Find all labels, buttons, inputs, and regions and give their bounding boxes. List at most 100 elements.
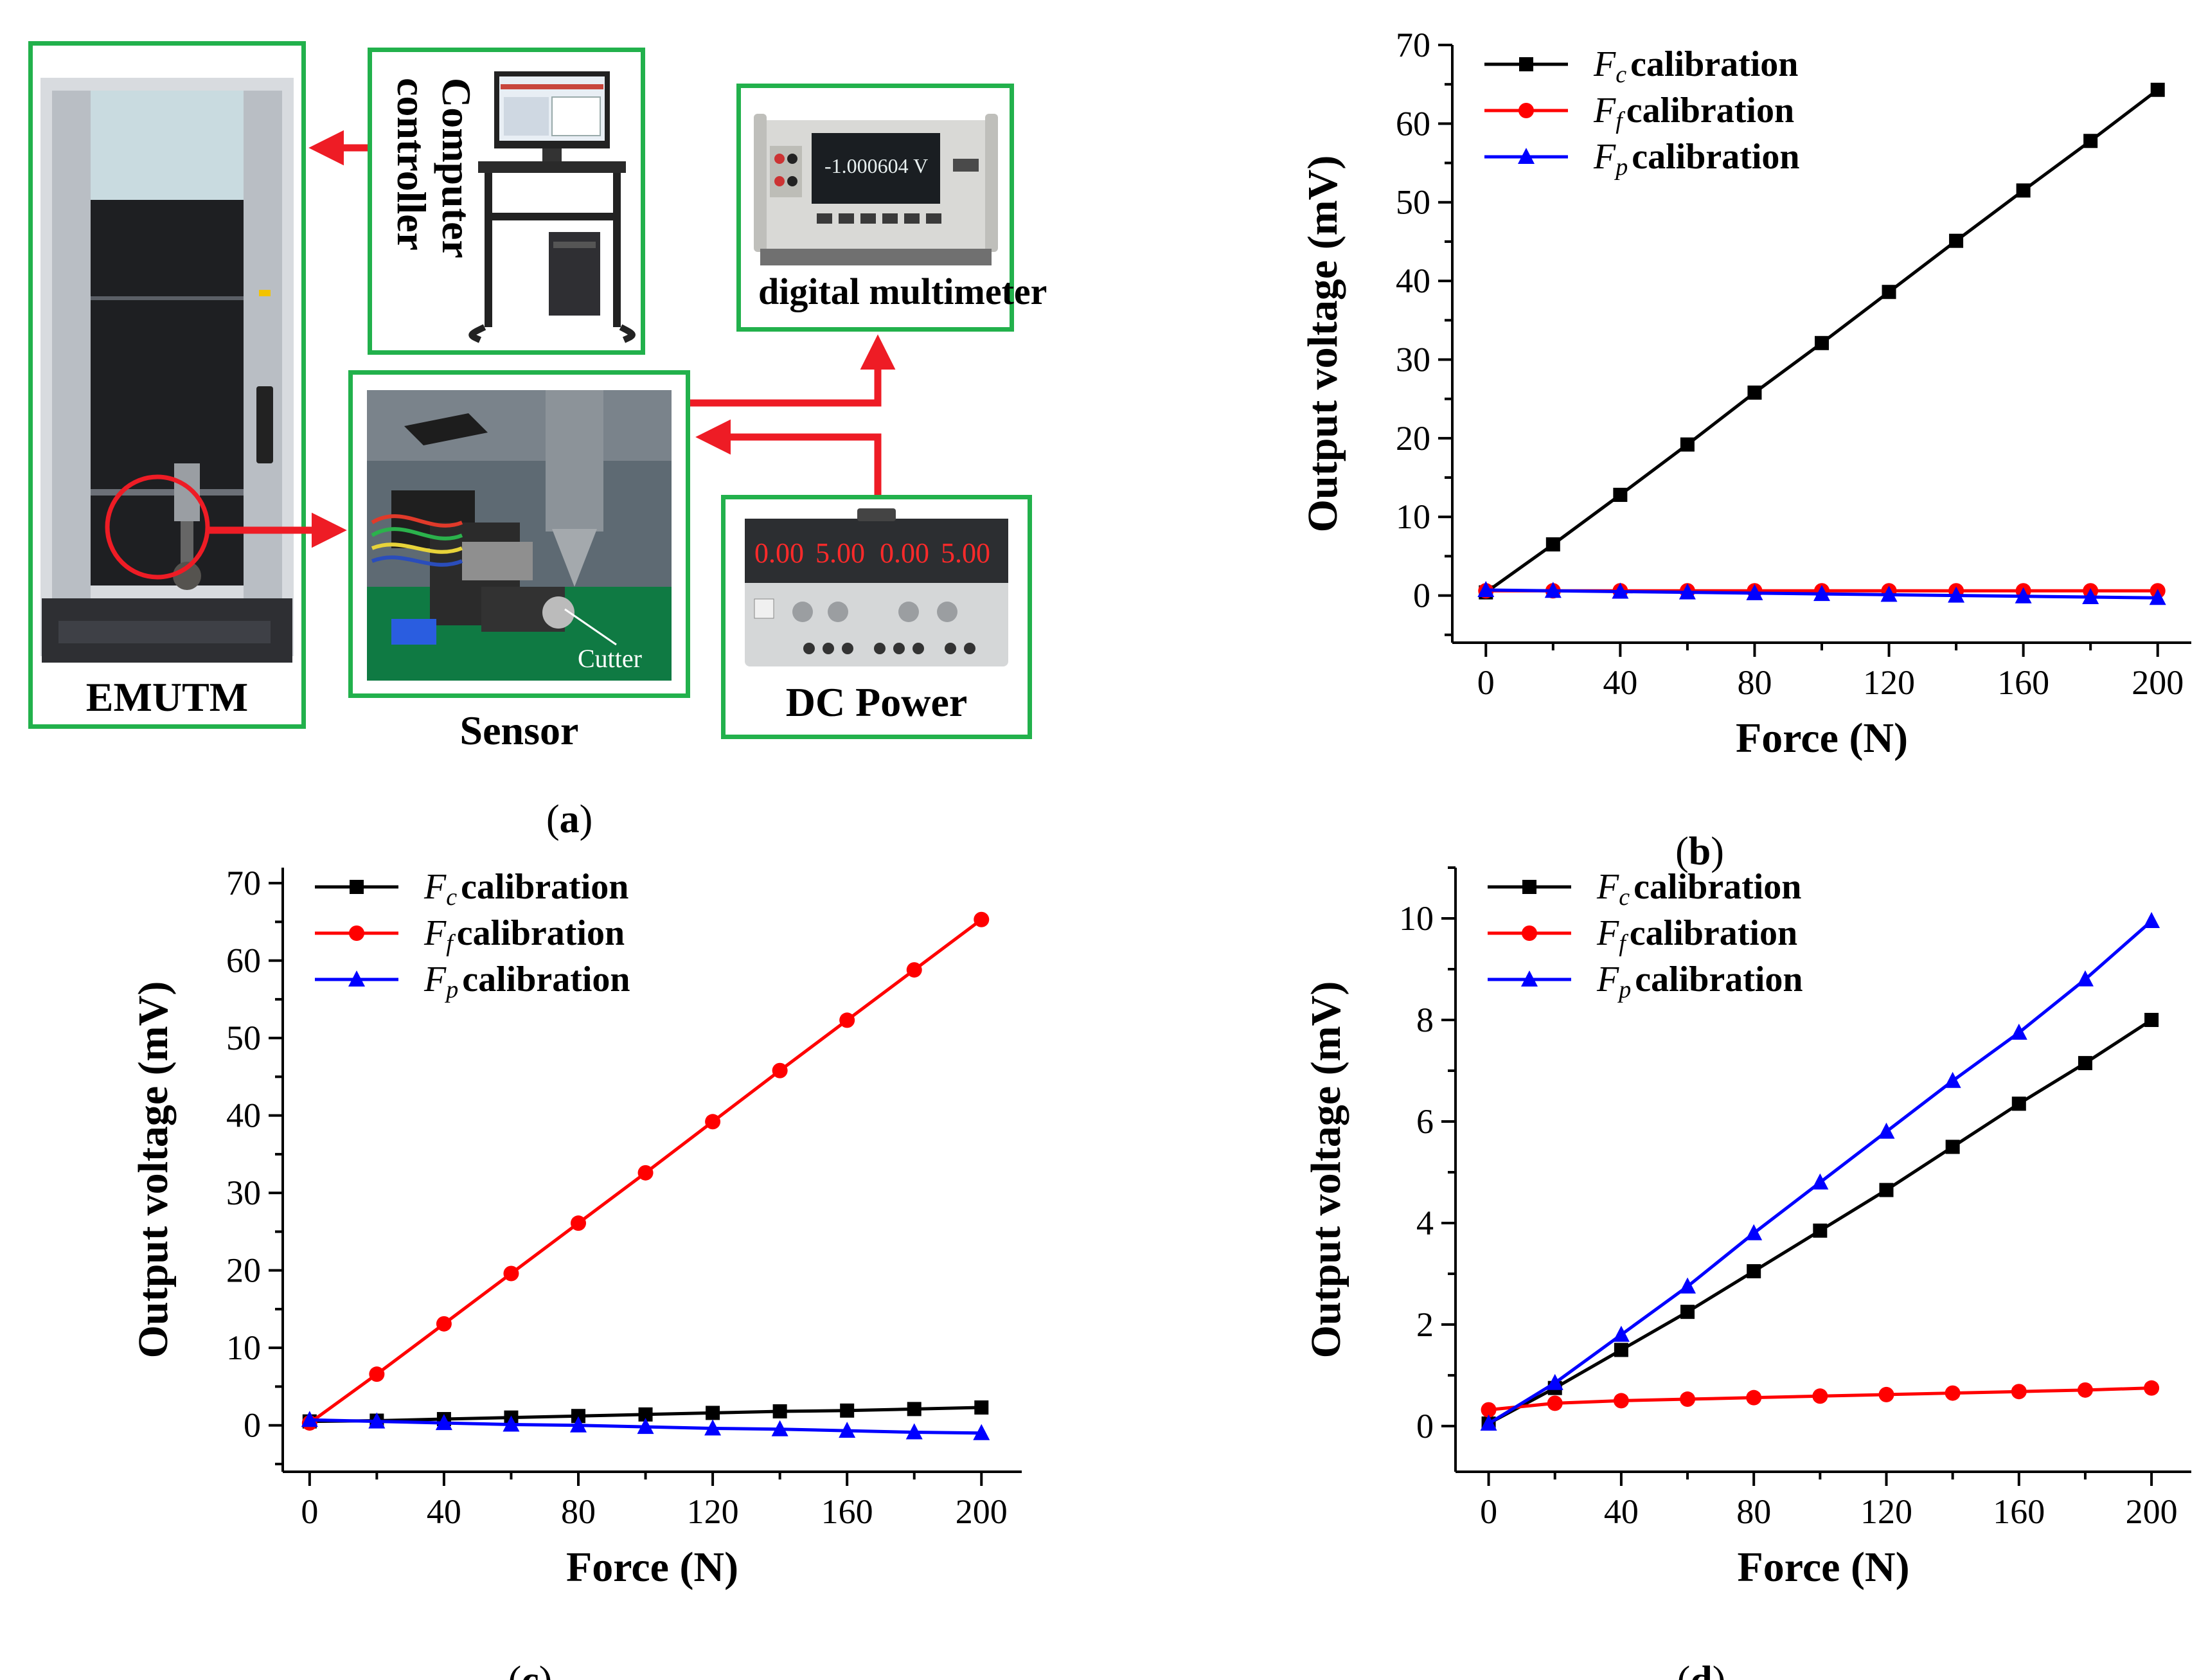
y-axis-title: Output voltage (mV) (1303, 981, 1349, 1359)
cutter-label: Cutter (578, 644, 642, 673)
series-f-point (1481, 1402, 1497, 1418)
series-p-point (1679, 1277, 1696, 1294)
x-axis-title: Force (N) (566, 1544, 738, 1591)
y-tick-label: 10 (1396, 497, 1430, 536)
legend-marker (1518, 148, 1535, 164)
series-f-point (436, 1316, 452, 1332)
multimeter-display-text: -1.000604 V (824, 154, 928, 177)
x-tick-label: 40 (427, 1492, 461, 1531)
series-c-point (2011, 1096, 2026, 1111)
x-tick-label: 160 (1997, 663, 2049, 702)
series-c-point (1680, 1305, 1695, 1319)
legend-marker (348, 970, 365, 987)
y-tick-label: 10 (226, 1328, 261, 1367)
series-p-point (905, 1423, 923, 1440)
y-tick-label: 50 (1396, 183, 1430, 222)
series-p-point (1812, 1173, 1829, 1190)
series-c-point (706, 1406, 720, 1420)
series-c-point (1747, 1264, 1761, 1278)
y-tick-label: 60 (226, 942, 261, 980)
series-f-point (839, 1012, 855, 1028)
computer-label-line1: Computer (434, 78, 479, 258)
computer-controller-box: Computer controller (368, 48, 645, 355)
series-p-point (637, 1418, 654, 1434)
series-p-group (1480, 911, 2160, 1431)
series-f-point (772, 1062, 788, 1078)
series-p-point (2149, 589, 2166, 605)
series-c-point (907, 1402, 921, 1416)
series-p-point (1612, 582, 1629, 599)
sublabel-c: (c) (508, 1659, 553, 1680)
x-tick-label: 40 (1604, 1492, 1639, 1531)
computer-label-line2: controller (389, 78, 434, 251)
series-c-point (571, 1409, 585, 1424)
computer-illustration (468, 71, 636, 343)
computer-controller-label: Computer controller (389, 78, 479, 258)
y-tick-label: 20 (226, 1251, 261, 1290)
y-tick-label: 30 (1396, 340, 1430, 379)
legend-label-c: Fc calibration (1593, 44, 1798, 88)
series-p-point (1477, 581, 1495, 598)
series-c-point (974, 1400, 989, 1415)
series-p-point (2015, 587, 2032, 603)
series-p-point (1612, 1325, 1630, 1342)
series-p-point (2010, 1023, 2027, 1040)
sublabel-a: (a) (546, 798, 593, 841)
y-tick-label: 2 (1416, 1305, 1434, 1344)
series-f-point (503, 1265, 519, 1282)
series-f-point (974, 911, 990, 927)
series-p-point (839, 1422, 856, 1438)
x-tick-label: 200 (2132, 663, 2184, 702)
legend-label-f: Ff calibration (1593, 91, 1794, 134)
y-tick-label: 30 (226, 1174, 261, 1212)
series-c-point (772, 1404, 787, 1418)
series-p-point (2143, 911, 2160, 928)
x-tick-label: 200 (956, 1492, 1008, 1531)
sublabel-b: (b) (1675, 830, 1724, 873)
series-f-point (637, 1165, 654, 1181)
y-tick-label: 60 (1396, 104, 1430, 143)
series-c-point (1882, 285, 1896, 299)
series-p-point (503, 1415, 520, 1432)
series-p-point (570, 1416, 587, 1433)
series-f-point (1746, 1390, 1762, 1406)
x-tick-label: 80 (1737, 663, 1772, 702)
legend-label-f: Ff calibration (1596, 913, 1797, 957)
legend-marker (1519, 57, 1533, 71)
psu-display-1: 0.00 (754, 537, 804, 569)
series-p-point (301, 1411, 318, 1427)
sublabel-d: (d) (1677, 1659, 1726, 1680)
series-p-point (368, 1412, 386, 1429)
series-p-group (1477, 581, 2166, 605)
y-tick-label: 70 (1396, 26, 1430, 64)
series-c-point (840, 1403, 855, 1418)
psu-display-2: 5.00 (815, 537, 865, 569)
series-f-point (1812, 1388, 1828, 1404)
series-p-point (1745, 1224, 1763, 1240)
series-p-point (2082, 588, 2099, 605)
series-c-point (1613, 487, 1628, 502)
series-c-point (2150, 82, 2165, 97)
legend-marker (349, 925, 364, 941)
series-f-point (1878, 1386, 1894, 1402)
x-tick-label: 120 (1863, 663, 1915, 702)
series-c-point (1680, 437, 1695, 452)
y-tick-label: 4 (1416, 1204, 1434, 1242)
series-p-point (1944, 1071, 1961, 1088)
series-f-point (369, 1366, 385, 1382)
y-tick-label: 0 (1413, 576, 1430, 615)
series-f-point (705, 1114, 721, 1130)
y-tick-label: 40 (226, 1096, 261, 1135)
y-tick-label: 8 (1416, 1001, 1434, 1039)
series-f-point (1547, 1395, 1563, 1411)
y-tick-label: 50 (226, 1019, 261, 1057)
series-p-point (1948, 586, 1965, 603)
psu-display-3: 0.00 (880, 537, 929, 569)
series-c-point (2144, 1012, 2159, 1027)
series-p-point (1878, 1122, 1895, 1139)
